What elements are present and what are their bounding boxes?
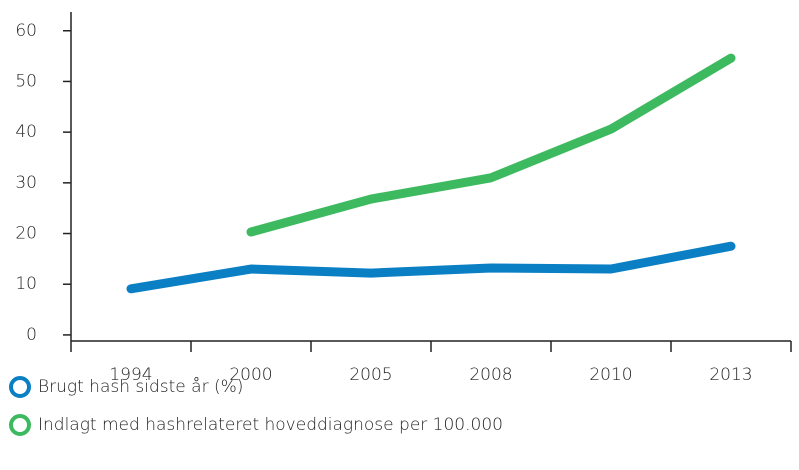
x-tick-label: 2010 xyxy=(589,365,632,385)
y-tick-label: 60 xyxy=(15,21,37,41)
y-tick-label: 40 xyxy=(15,122,37,142)
x-tick-label: 2005 xyxy=(349,365,392,385)
series-line xyxy=(246,53,736,237)
x-tick-label: 2013 xyxy=(709,365,752,385)
series-line xyxy=(126,241,736,294)
y-tick-label: 10 xyxy=(15,274,37,294)
x-tick-label: 2000 xyxy=(229,365,272,385)
y-tick-label: 30 xyxy=(15,173,37,193)
legend-label: Indlagt med hashrelateret hoveddiagnose … xyxy=(38,415,503,435)
y-tick-label: 50 xyxy=(15,71,37,91)
x-tick-label: 1994 xyxy=(109,365,152,385)
legend-marker xyxy=(9,376,31,398)
legend-label: Brugt hash sidste år (%) xyxy=(38,376,243,397)
x-tick-label: 2008 xyxy=(469,365,512,385)
y-tick-label: 20 xyxy=(15,224,37,244)
legend-marker xyxy=(9,414,31,436)
y-tick-label: 0 xyxy=(26,325,37,345)
